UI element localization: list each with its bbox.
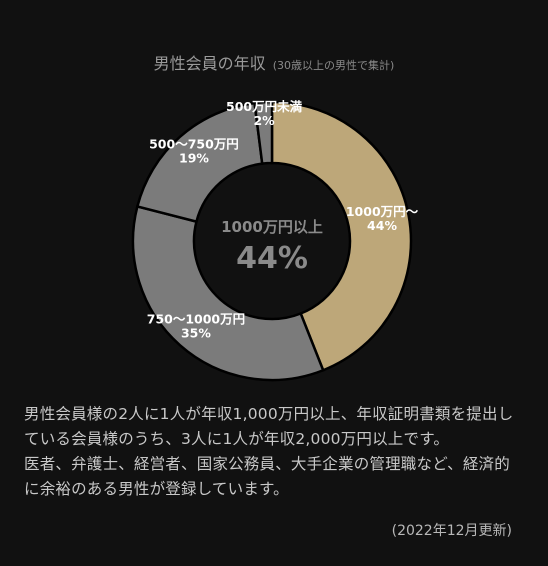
data-label-500-750: 500〜750万円 19% xyxy=(149,136,239,165)
data-label-750-1000: 750〜1000万円 35% xyxy=(147,311,245,340)
updated-date: (2022年12月更新) xyxy=(391,523,512,539)
center-value: 44% xyxy=(236,241,308,276)
income-donut-chart: 1000万円以上 44% 1000万円〜 44% 750〜1000万円 35% 500〜… xyxy=(131,99,419,382)
slice-1000-plus xyxy=(270,100,413,372)
chart-title: 男性会員の年収 (30歳以上の男性で集計) xyxy=(0,50,548,74)
slice-under-500 xyxy=(253,100,274,166)
data-label-under-500: 500万円未満 2% xyxy=(226,99,303,128)
description-line-1: 男性会員様の2人に1人が年収1,000万円以上、年収証明書類を提出している会員様… xyxy=(24,405,514,449)
center-label: 1000万円以上 xyxy=(221,218,323,236)
slice-750-1000 xyxy=(131,204,325,382)
description-line-2: 医者、弁護士、経営者、国家公務員、大手企業の管理職など、経済的に余裕のある男性が… xyxy=(24,455,510,499)
description: 男性会員様の2人に1人が年収1,000万円以上、年収証明書類を提出している会員様… xyxy=(24,402,524,502)
data-label-1000-plus: 1000万円〜 44% xyxy=(346,204,419,233)
chart-subtitle: (30歳以上の男性で集計) xyxy=(272,59,395,72)
chart-title-main: 男性会員の年収 xyxy=(153,54,266,73)
